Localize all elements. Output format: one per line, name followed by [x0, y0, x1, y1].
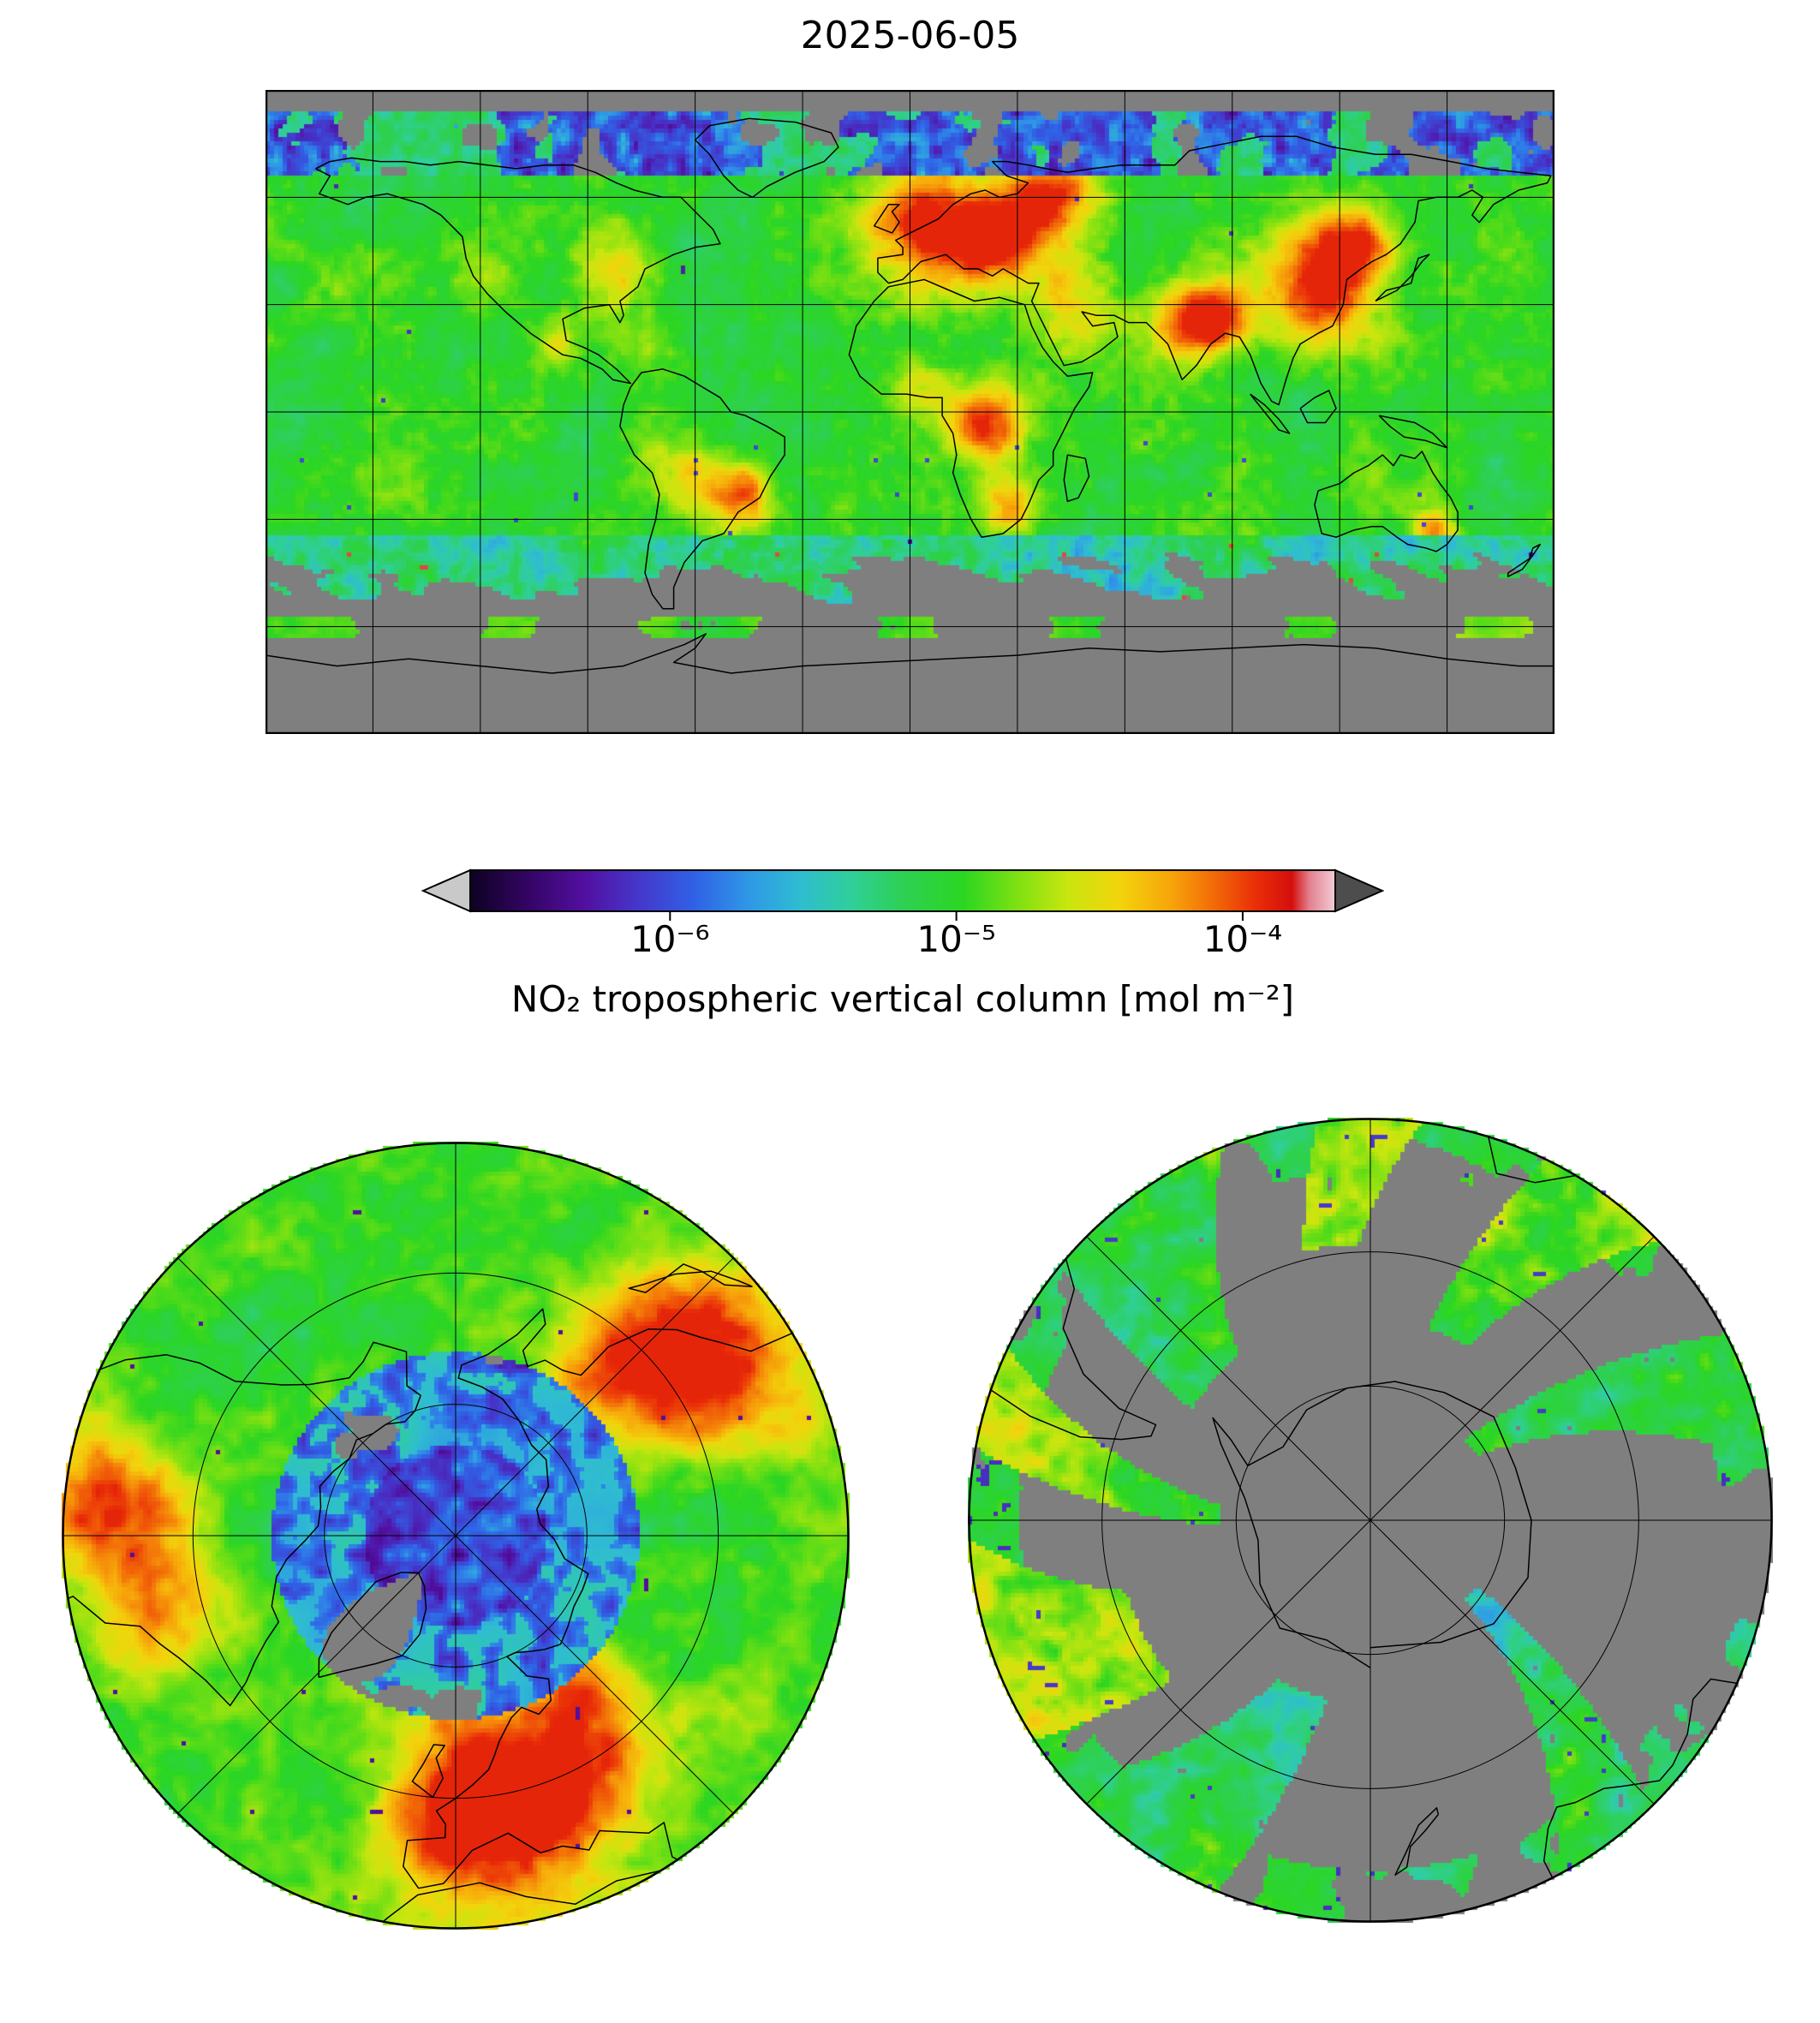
colorbar: [421, 868, 1384, 921]
north-polar-overlay: [62, 1142, 850, 1930]
world-map-overlay: [266, 90, 1554, 734]
north-polar-panel: [62, 1142, 850, 1930]
colorbar-tick-1e-5: 10⁻⁵: [916, 918, 996, 960]
colorbar-label: NO₂ tropospheric vertical column [mol m⁻…: [510, 978, 1295, 1020]
figure-title: 2025-06-05: [800, 14, 1020, 57]
world-map-panel: [266, 90, 1554, 734]
colorbar-tick-1e-6: 10⁻⁶: [630, 918, 710, 960]
colorbar-tick-1e-4: 10⁻⁴: [1202, 918, 1283, 960]
south-polar-overlay: [968, 1118, 1773, 1923]
south-polar-panel: [968, 1118, 1773, 1923]
